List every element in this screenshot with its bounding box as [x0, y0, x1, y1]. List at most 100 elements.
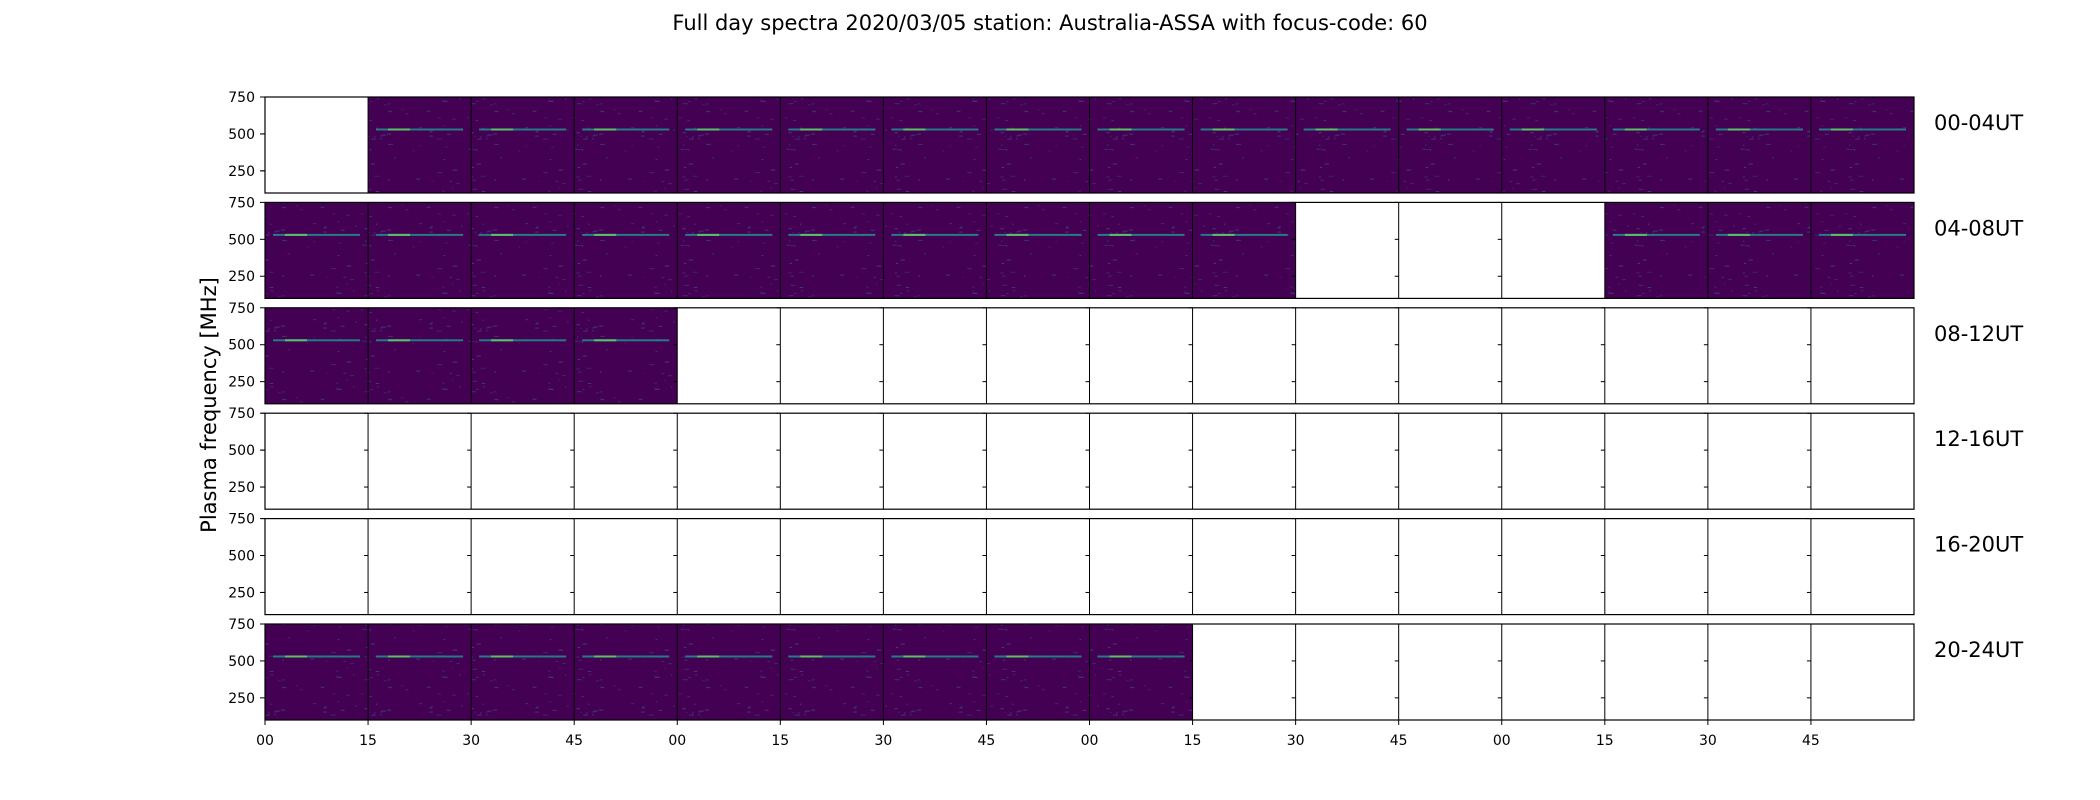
emission-highlight [491, 339, 514, 342]
emission-highlight [800, 233, 823, 236]
empty-panel [1707, 624, 1811, 720]
spectra-row: 250 500 750 16-20UT [228, 512, 2023, 616]
y-tick-label: 500 [228, 443, 255, 459]
emission-highlight [594, 339, 617, 342]
emission-line [479, 128, 567, 131]
spectrum-panel [1810, 97, 1914, 193]
x-tick-label: 30 [1699, 733, 1717, 749]
x-tick-label: 15 [1596, 733, 1614, 749]
empty-panel [265, 97, 369, 193]
emission-line [1303, 128, 1391, 131]
spectrum-panel [1089, 97, 1193, 193]
emission-line [376, 655, 464, 658]
emission-highlight [903, 233, 926, 236]
emission-line [1097, 233, 1185, 236]
empty-panel [677, 307, 781, 404]
empty-panel [1398, 518, 1502, 615]
empty-panel [986, 307, 1090, 404]
y-tick-label: 250 [228, 164, 255, 180]
emission-highlight [697, 655, 720, 658]
y-tick-label: 500 [228, 127, 255, 143]
emission-line [582, 339, 670, 342]
spectrum-panel [368, 202, 472, 299]
emission-highlight [1624, 128, 1647, 131]
spectrum-panel [471, 307, 575, 404]
empty-panel [265, 413, 369, 510]
empty-panel [368, 518, 472, 615]
y-tick-label: 750 [228, 406, 255, 422]
empty-panel [677, 518, 781, 615]
emission-line [1612, 128, 1700, 131]
emission-line [1200, 233, 1288, 236]
empty-panel [1810, 307, 1914, 404]
empty-panel [1501, 518, 1605, 615]
empty-panel [1501, 307, 1605, 404]
empty-panel [1810, 624, 1914, 720]
spectrum-panel [471, 97, 575, 193]
empty-panel [986, 413, 1090, 510]
emission-line [788, 233, 876, 236]
empty-panel [1604, 413, 1708, 510]
row-label: 08-12UT [1934, 322, 2023, 346]
emission-line [685, 233, 773, 236]
emission-highlight [491, 655, 514, 658]
empty-panel [1707, 413, 1811, 510]
y-tick-label: 750 [228, 512, 255, 528]
emission-highlight [1830, 128, 1853, 131]
empty-panel [1192, 307, 1296, 404]
empty-panel [1707, 307, 1811, 404]
spectrum-panel [986, 97, 1090, 193]
emission-line [479, 233, 567, 236]
empty-panel [780, 307, 884, 404]
empty-panel [1192, 624, 1296, 720]
spectrum-panel [574, 307, 678, 404]
empty-panel [1295, 202, 1399, 299]
emission-highlight [285, 655, 307, 658]
row-label: 20-24UT [1934, 638, 2023, 662]
spectrum-panel [1810, 202, 1914, 299]
emission-highlight [594, 655, 617, 658]
empty-panel [1604, 307, 1708, 404]
x-tick-label: 00 [256, 733, 274, 749]
empty-panel [1192, 413, 1296, 510]
empty-panel [471, 413, 575, 510]
spectrum-panel [368, 624, 472, 720]
emission-line [685, 655, 773, 658]
empty-panel [883, 518, 987, 615]
emission-line [1715, 128, 1803, 131]
row-label: 04-08UT [1934, 216, 2023, 240]
y-tick-label: 250 [228, 269, 255, 285]
row-frame [264, 96, 1915, 194]
emission-highlight [388, 339, 411, 342]
spectrum-panel [471, 202, 575, 299]
emission-line [376, 128, 464, 131]
empty-panel [1089, 518, 1193, 615]
spectrum-panel [1604, 202, 1708, 299]
empty-panel [1089, 307, 1193, 404]
emission-highlight [594, 128, 617, 131]
emission-highlight [1006, 233, 1029, 236]
spectrum-panel [883, 624, 987, 720]
emission-line [1200, 128, 1288, 131]
empty-panel [1192, 518, 1296, 615]
emission-line [994, 655, 1082, 658]
spectrum-panel [471, 624, 575, 720]
spectrum-panel [265, 202, 369, 299]
spectrum-panel [368, 97, 472, 193]
row-frame [264, 201, 1915, 299]
empty-panel [1295, 413, 1399, 510]
empty-panel [986, 518, 1090, 615]
empty-panel [780, 518, 884, 615]
emission-highlight [285, 233, 307, 236]
row-label: 00-04UT [1934, 111, 2023, 135]
spectra-row: 250 500 750 20-24UT [228, 617, 2023, 721]
spectrum-panel [265, 624, 369, 720]
emission-line [273, 655, 361, 658]
x-tick-label: 15 [771, 733, 789, 749]
emission-line [1818, 233, 1906, 236]
spectra-grid: 250 500 750 00-04UT 250 500 750 04-08UT 250 500 75… [228, 90, 2023, 749]
empty-panel [1295, 624, 1399, 720]
empty-panel [1295, 307, 1399, 404]
x-tick-label: 30 [1287, 733, 1305, 749]
